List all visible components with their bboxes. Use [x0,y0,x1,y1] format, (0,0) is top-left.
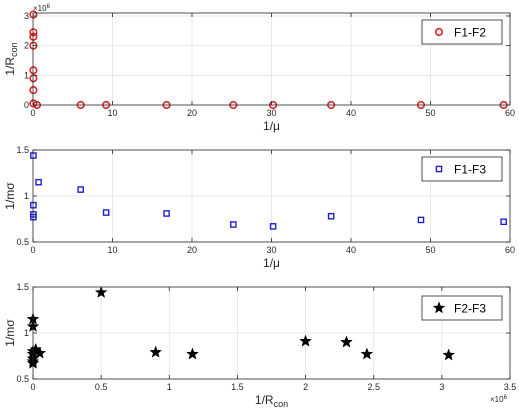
x-tick-label: 30 [266,108,276,118]
x-tick-label: 3.5 [504,382,517,392]
grid-lines [33,287,510,379]
data-point-3-13 [299,334,312,347]
data-point-3-9 [33,346,47,359]
y-axis-label: 1/mσ [3,182,17,210]
x-tick-label: 2.5 [367,382,380,392]
y-tick-label: 3 [24,11,29,21]
y-tick-label: 1.5 [16,282,29,292]
x-axis-multiplier: ×106 [490,395,508,404]
x-tick-label: 50 [425,108,435,118]
x-tick-label: 2 [303,382,308,392]
y-tick-label: 1.5 [16,145,29,155]
x-tick-label: 20 [187,108,197,118]
data-point-3-16 [442,348,456,361]
legend-label: F1-F3 [454,163,486,177]
x-tick-label: 10 [107,245,117,255]
data-point-3-12 [186,347,199,360]
legend-marker [435,165,443,173]
data-point-3-14 [340,335,353,348]
x-axis-label: 1/μ [263,256,280,270]
x-tick-label: 30 [266,245,276,255]
legend-marker [432,301,446,314]
y-axis-label: 1/Rcon [3,42,19,75]
legend-label: F1-F2 [454,26,486,40]
legend-label: F2-F3 [454,302,486,316]
data-point-2-10 [269,223,277,230]
data-point-2-6 [77,186,84,193]
x-tick-label: 0.5 [95,382,108,392]
x-tick-label: 20 [187,245,197,255]
data-point-2-7 [102,209,110,216]
x-tick-label: 60 [505,245,515,255]
x-tick-label: 50 [425,245,435,255]
y-tick-label: 0.5 [16,374,29,384]
chart-panel-3: 0 0.5 1 1.5 2 2.5 3 3.50.511.51/Rcon1/mσ×106F2-… [3,282,516,409]
chart-panel-1: 0 10 20 30 40 50 60 0 1 2 3 1/μ 1/Rcon ×106 F1-F2 [3,4,515,133]
x-tick-label: 60 [505,108,515,118]
data-point-3-10 [94,285,108,298]
y-axis-multiplier: ×106 [33,4,51,13]
x-tick-label: 0 [30,382,35,392]
y-tick-label: 1 [24,191,29,201]
x-tick-label: 1.5 [231,382,244,392]
x-axis-label: 1/Rcon [255,393,288,409]
x-tick-label: 40 [346,245,356,255]
x-tick-label: 10 [107,108,117,118]
chart-panel-2: 0 10 20 30 40 50 60 0.5 1 1.5 1/μ 1/mσ F1-F3 [3,145,515,270]
legend-marker [434,27,444,37]
data-point-2-12 [417,216,425,224]
x-tick-label: 0 [30,245,35,255]
legend: F1-F2 [421,19,503,45]
data-point-2-11 [327,212,335,220]
legend: F2-F3 [421,295,503,321]
x-tick-label: 3 [439,382,444,392]
data-point-2-13 [500,218,507,226]
data-point-3-15 [360,347,374,360]
data-point-2-8 [163,210,170,217]
y-tick-label: 2 [24,41,29,51]
x-tick-label: 0 [30,108,35,118]
y-axis-label: 1/mσ [3,319,17,347]
y-tick-label: 1 [24,70,29,80]
data-point-2-5 [35,178,42,186]
x-tick-label: 1 [167,382,172,392]
y-tick-label: 1 [24,328,29,338]
legend: F1-F3 [421,156,503,182]
x-tick-label: 40 [346,108,356,118]
y-tick-label: 0.5 [16,237,29,247]
data-point-2-9 [230,221,237,228]
y-tick-label: 0 [24,100,29,110]
x-axis-label: 1/μ [263,119,280,133]
data-point-3-11 [149,345,163,358]
